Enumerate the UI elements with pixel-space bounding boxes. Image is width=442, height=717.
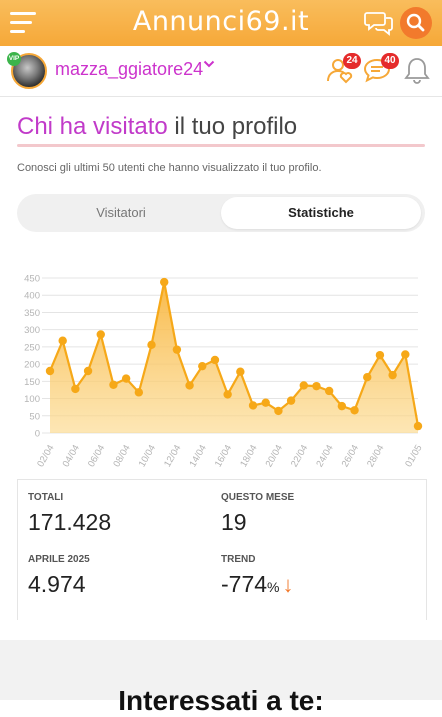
- data-point: [236, 367, 245, 376]
- tab-statistiche[interactable]: Statistiche: [221, 197, 421, 229]
- search-icon: [406, 13, 425, 32]
- page-description: Conosci gli ultimi 50 utenti che hanno v…: [17, 162, 322, 174]
- x-tick-label: 18/04: [238, 443, 259, 469]
- y-tick-label: 50: [29, 411, 40, 422]
- y-tick-label: 450: [24, 274, 40, 285]
- data-point: [71, 384, 80, 394]
- trend-down-arrow-icon: ↓: [282, 572, 294, 597]
- likes-icon[interactable]: [325, 55, 355, 85]
- page-title-rest: il tuo profilo: [167, 113, 298, 140]
- data-point: [172, 345, 182, 354]
- interested-section-title: Interessati a te:: [118, 685, 324, 716]
- data-point: [286, 396, 296, 405]
- stat-trend-label: TREND: [221, 554, 256, 565]
- data-point: [45, 366, 55, 376]
- y-tick-label: 100: [24, 394, 40, 405]
- stat-april-label: APRILE 2025: [28, 554, 90, 565]
- stat-total-value: 171.428: [28, 509, 112, 535]
- stat-april: APRILE 2025 4.974: [28, 554, 90, 598]
- stat-total: TOTALI 171.428: [28, 492, 111, 536]
- data-point: [147, 340, 156, 350]
- stats-panel: TOTALI 171.428 QUESTO MESE 19 APRILE 202…: [17, 479, 427, 620]
- data-point: [210, 355, 220, 365]
- y-tick-label: 300: [24, 325, 40, 336]
- data-point: [109, 380, 118, 389]
- data-point: [134, 388, 144, 397]
- data-point: [350, 406, 359, 415]
- user-bar: VIP mazza_ggiatore24 24 40: [0, 46, 442, 97]
- likes-badge: 24: [343, 53, 361, 69]
- data-point: [223, 390, 232, 399]
- x-tick-label: 01/05: [403, 443, 424, 469]
- data-point: [312, 381, 321, 391]
- data-point: [248, 401, 258, 410]
- data-point: [337, 401, 347, 411]
- data-point: [121, 374, 131, 383]
- stat-trend-value: -774: [221, 571, 268, 597]
- series-area: [50, 282, 418, 433]
- stat-trend: TREND -774% ↓: [221, 554, 294, 598]
- stat-april-value: 4.974: [28, 571, 86, 597]
- data-point: [375, 350, 385, 360]
- username[interactable]: mazza_ggiatore24: [55, 59, 204, 79]
- x-tick-label: 16/04: [213, 443, 234, 469]
- chevron-down-icon[interactable]: [203, 59, 215, 69]
- x-tick-label: 26/04: [340, 443, 361, 469]
- vip-badge: VIP: [7, 52, 21, 66]
- app-logo[interactable]: Annunci69.it: [132, 6, 310, 37]
- y-tick-label: 250: [24, 342, 40, 353]
- data-point: [388, 370, 397, 380]
- top-bar: Annunci69.it: [0, 0, 442, 46]
- page-title-highlight: Chi ha visitato: [17, 113, 168, 140]
- x-tick-label: 12/04: [162, 443, 183, 469]
- x-tick-label: 04/04: [61, 443, 82, 469]
- tabs: Visitatori Statistiche: [17, 194, 425, 232]
- x-tick-label: 24/04: [314, 443, 335, 469]
- x-tick-label: 20/04: [264, 443, 285, 469]
- data-point: [185, 381, 194, 390]
- x-tick-label: 14/04: [187, 443, 208, 469]
- section-background: [0, 640, 442, 700]
- menu-icon[interactable]: [10, 12, 38, 34]
- data-point: [198, 361, 207, 371]
- x-tick-label: 10/04: [137, 443, 158, 469]
- x-tick-label: 28/04: [365, 443, 386, 469]
- stat-month: QUESTO MESE 19: [221, 492, 294, 536]
- bell-icon[interactable]: [402, 55, 432, 85]
- title-underline: [17, 144, 425, 147]
- x-tick-label: 06/04: [86, 443, 107, 469]
- tab-visitatori[interactable]: Visitatori: [96, 205, 146, 220]
- data-point: [363, 373, 372, 382]
- data-point: [58, 336, 67, 345]
- stat-trend-value-wrap: -774% ↓: [221, 571, 294, 598]
- y-tick-label: 400: [24, 291, 40, 302]
- messages-badge: 40: [381, 53, 399, 69]
- x-tick-label: 08/04: [111, 443, 132, 469]
- data-point: [299, 381, 308, 390]
- data-point: [261, 398, 270, 407]
- page-title: Chi ha visitato il tuo profilo: [17, 113, 297, 141]
- data-point: [401, 350, 410, 359]
- data-point: [324, 386, 334, 396]
- data-point: [274, 406, 283, 416]
- stat-month-label: QUESTO MESE: [221, 492, 295, 503]
- stat-trend-unit: %: [267, 579, 280, 595]
- x-tick-label: 22/04: [289, 443, 310, 469]
- y-tick-label: 150: [24, 377, 40, 388]
- data-point: [83, 366, 93, 376]
- series-line: [48, 281, 420, 427]
- y-tick-label: 350: [24, 308, 40, 319]
- visits-chart: 0 50 100 150 200 250 300 350 400 450 02/04 04/04 06/…: [24, 274, 424, 470]
- stat-total-label: TOTALI: [28, 492, 64, 503]
- stat-month-value: 19: [221, 509, 247, 535]
- y-tick-label: 0: [35, 429, 40, 440]
- data-point: [413, 421, 423, 431]
- data-point: [96, 330, 105, 339]
- chat-icon[interactable]: [364, 9, 394, 37]
- x-tick-label: 02/04: [35, 443, 56, 469]
- y-tick-label: 200: [24, 360, 40, 371]
- search-button[interactable]: [400, 7, 432, 39]
- data-point: [160, 277, 169, 287]
